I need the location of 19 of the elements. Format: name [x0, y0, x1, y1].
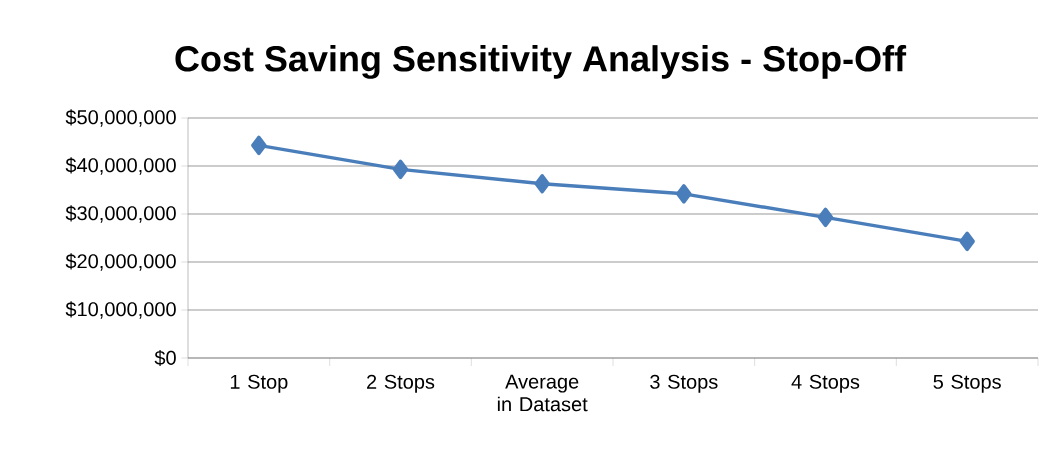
x-tick-label: 4 Stops	[791, 374, 860, 393]
point	[676, 184, 692, 204]
x-tick-label: 5 Stops	[933, 374, 1001, 393]
x-tick-label: 2 Stops	[367, 374, 435, 393]
chart-title: Cost Saving Sensitivity Analysis - Stop-Off	[175, 45, 907, 79]
y-tick-label: $50,000,000	[65, 109, 176, 127]
point	[251, 135, 267, 156]
point	[817, 207, 834, 228]
point	[392, 159, 409, 180]
x-tick-label: 3 Stops	[650, 374, 718, 393]
point	[534, 174, 550, 194]
y-tick-label: $20,000,000	[65, 253, 176, 271]
y-tick-label: $0	[154, 349, 176, 367]
x-tick-label: 1 Stop	[230, 374, 288, 393]
point	[959, 231, 975, 252]
y-tick-label: $10,000,000	[65, 301, 176, 319]
y-tick-label: $30,000,000	[65, 205, 176, 223]
y-tick-label: $40,000,000	[65, 157, 176, 175]
x-tick-label: Average in Dataset	[497, 374, 588, 412]
